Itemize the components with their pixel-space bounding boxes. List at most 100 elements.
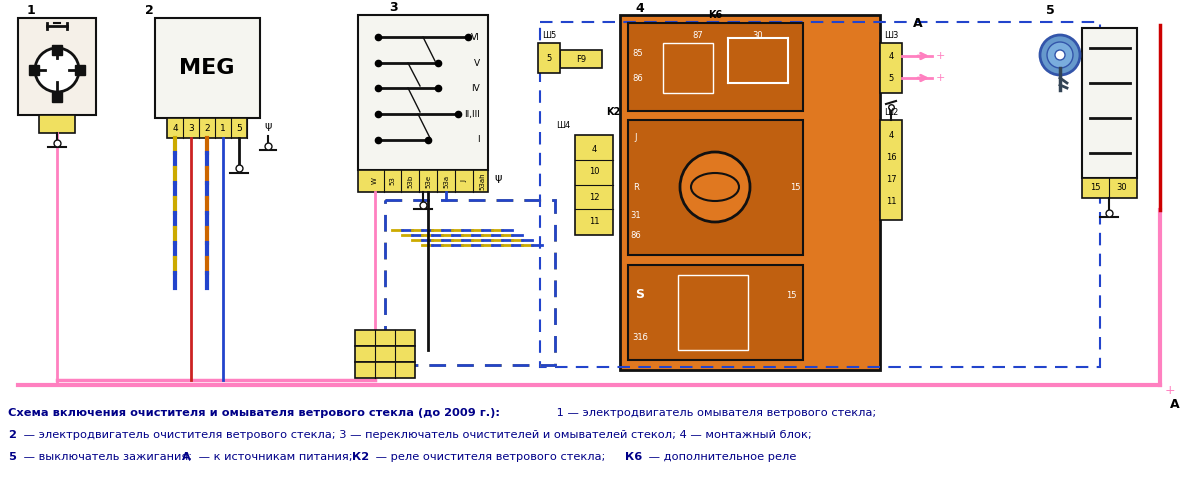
Bar (355, 346, 415, 362)
Bar (38, 115, 74, 133)
Text: 5: 5 (1045, 3, 1055, 17)
Text: ψ: ψ (494, 173, 502, 183)
Bar (1082, 28, 1138, 178)
Text: +: + (1165, 383, 1176, 397)
Text: 15: 15 (790, 184, 800, 192)
Text: Ш5: Ш5 (542, 30, 556, 39)
Text: F9: F9 (576, 55, 586, 63)
Text: 86: 86 (631, 230, 641, 240)
Text: 53ah: 53ah (479, 172, 485, 190)
Text: +: + (936, 51, 946, 61)
Bar (155, 18, 260, 118)
Bar (628, 120, 803, 255)
Text: II,III: II,III (464, 109, 480, 118)
Text: A: A (913, 17, 923, 29)
Text: VI: VI (472, 32, 480, 42)
Text: 3: 3 (188, 124, 194, 133)
Bar (628, 23, 803, 111)
Bar (1082, 178, 1138, 198)
Bar (678, 275, 748, 350)
Text: 2: 2 (8, 430, 16, 440)
Text: 5: 5 (888, 74, 894, 82)
Text: — выключатель зажигания;: — выключатель зажигания; (20, 452, 196, 462)
Text: Ш2: Ш2 (884, 108, 898, 116)
Text: V: V (474, 58, 480, 67)
Circle shape (1055, 50, 1066, 60)
Text: 53a: 53a (443, 174, 449, 188)
Circle shape (680, 152, 750, 222)
Text: 11: 11 (589, 218, 599, 226)
Circle shape (1040, 35, 1080, 75)
Text: 1: 1 (220, 124, 226, 133)
Text: I: I (478, 136, 480, 144)
Bar (628, 265, 803, 360)
Text: 85: 85 (632, 49, 643, 57)
Text: +: + (936, 73, 946, 83)
Text: К6: К6 (625, 452, 642, 462)
Text: 2: 2 (204, 124, 210, 133)
Bar (29, 65, 38, 75)
Bar (52, 45, 62, 55)
Bar (880, 120, 902, 220)
Text: 53b: 53b (407, 174, 413, 188)
Text: — к источникам питания;: — к источникам питания; (194, 452, 356, 462)
Bar (18, 18, 96, 115)
Text: 30: 30 (752, 30, 763, 39)
Bar (538, 43, 560, 73)
Text: 12: 12 (589, 192, 599, 201)
Text: Ш3: Ш3 (884, 30, 898, 39)
Text: R: R (634, 184, 638, 192)
Bar (358, 15, 488, 170)
Text: 4: 4 (636, 1, 644, 15)
Text: 53: 53 (389, 177, 395, 186)
Text: 4: 4 (888, 131, 894, 139)
Text: К2: К2 (352, 452, 370, 462)
Text: 15: 15 (786, 291, 797, 300)
Text: 31: 31 (631, 211, 641, 219)
Bar (385, 200, 554, 365)
Text: 4: 4 (592, 144, 596, 154)
Text: A: A (1170, 399, 1180, 411)
Text: K2: K2 (606, 107, 620, 117)
Bar (74, 65, 85, 75)
Text: Схема включения очистителя и омывателя ветрового стекла (до 2009 г.):: Схема включения очистителя и омывателя в… (8, 408, 500, 418)
Text: K6: K6 (708, 10, 722, 20)
Text: J: J (461, 180, 467, 182)
Circle shape (1046, 42, 1073, 68)
Text: 11: 11 (886, 197, 896, 207)
Bar (52, 92, 62, 102)
Text: J: J (635, 134, 637, 142)
Bar (385, 200, 554, 365)
Text: 16: 16 (886, 154, 896, 163)
Text: 10: 10 (589, 167, 599, 176)
Bar (540, 22, 1100, 367)
Text: 87: 87 (692, 30, 703, 39)
Text: 1: 1 (28, 3, 36, 17)
Text: 2: 2 (145, 3, 154, 17)
Text: W: W (372, 178, 378, 185)
Text: 31б: 31б (632, 332, 648, 342)
Text: S: S (636, 289, 644, 301)
Text: 5: 5 (236, 124, 242, 133)
Text: 5: 5 (546, 54, 552, 62)
Bar (167, 118, 247, 138)
Bar (662, 43, 713, 93)
Bar (575, 135, 613, 235)
Text: IV: IV (472, 83, 480, 92)
Text: 4: 4 (172, 124, 178, 133)
Text: Ш4: Ш4 (556, 120, 570, 130)
Text: 5: 5 (8, 452, 16, 462)
Text: 3: 3 (389, 0, 397, 13)
Text: 4: 4 (888, 52, 894, 60)
Bar (355, 362, 415, 378)
Bar (620, 15, 880, 370)
Bar (560, 50, 602, 68)
Text: 17: 17 (886, 175, 896, 185)
Text: А: А (182, 452, 191, 462)
Text: — реле очистителя ветрового стекла;: — реле очистителя ветрового стекла; (372, 452, 610, 462)
Text: 15: 15 (1090, 184, 1100, 192)
Text: 30: 30 (1117, 184, 1127, 192)
Bar (880, 43, 902, 93)
Circle shape (35, 48, 79, 92)
Text: — дополнительное реле: — дополнительное реле (646, 452, 797, 462)
